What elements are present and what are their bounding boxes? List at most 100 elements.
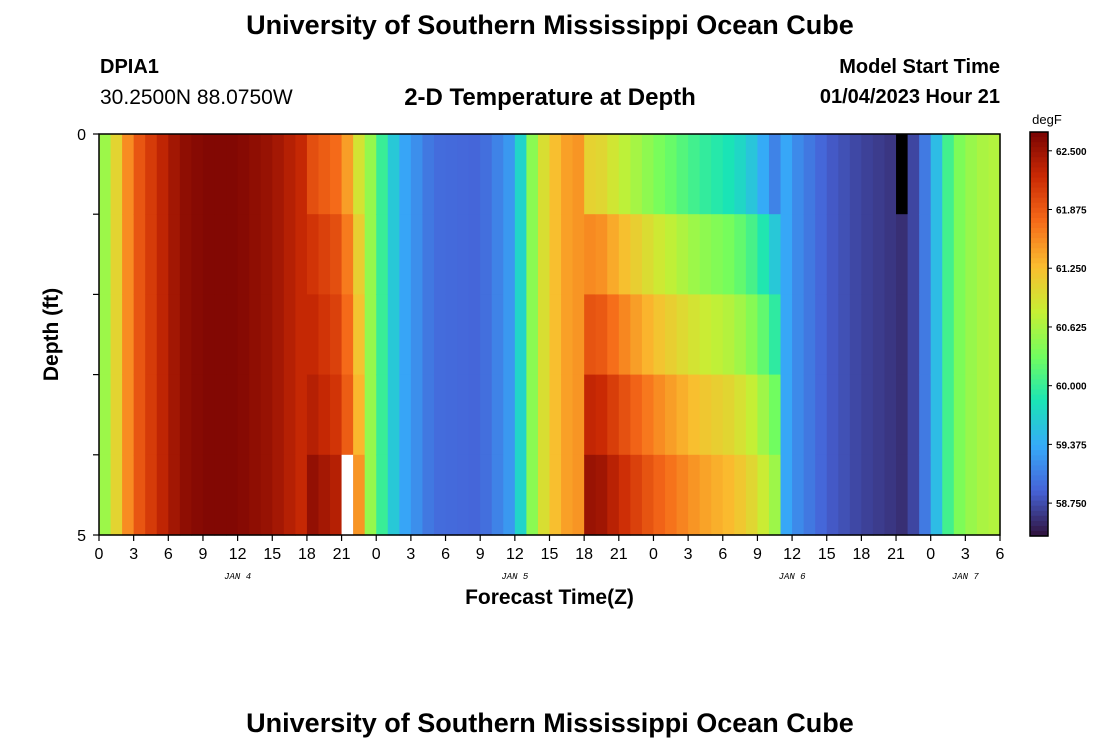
x-tick-label: 12 bbox=[229, 546, 247, 563]
colorbar-segment bbox=[1030, 293, 1048, 300]
heatmap-cell bbox=[641, 134, 655, 215]
heatmap-cell bbox=[953, 294, 966, 376]
colorbar-segment bbox=[1030, 243, 1048, 249]
heatmap-cell bbox=[122, 294, 135, 376]
heatmap-cell bbox=[919, 454, 932, 536]
heatmap-cell bbox=[699, 134, 712, 215]
heatmap-cell bbox=[514, 374, 527, 456]
heatmap-cell bbox=[653, 294, 666, 376]
heatmap-cell bbox=[214, 374, 227, 456]
heatmap-cell bbox=[792, 214, 805, 295]
heatmap-cell bbox=[272, 294, 285, 376]
heatmap-cell bbox=[595, 214, 608, 295]
heatmap-cell bbox=[792, 294, 805, 376]
heatmap-cell bbox=[561, 374, 574, 456]
colorbar-segment bbox=[1030, 298, 1048, 305]
heatmap-cell bbox=[953, 134, 966, 215]
heatmap-cell bbox=[133, 454, 146, 536]
x-tick-label: 6 bbox=[718, 546, 727, 563]
colorbar-segment bbox=[1030, 268, 1048, 274]
heatmap-cell bbox=[653, 454, 666, 536]
heatmap-cell bbox=[503, 294, 516, 376]
heatmap-cell bbox=[376, 374, 389, 456]
heatmap-cell bbox=[768, 294, 782, 376]
colorbar-segment bbox=[1030, 369, 1048, 375]
colorbar-segment bbox=[1030, 359, 1048, 365]
heatmap-cell bbox=[399, 294, 412, 376]
heatmap-cell bbox=[99, 214, 112, 295]
colorbar-segment bbox=[1030, 273, 1048, 280]
heatmap-cell bbox=[226, 214, 239, 295]
colorbar-segment bbox=[1030, 152, 1048, 158]
heatmap-cell bbox=[607, 294, 620, 376]
heatmap-cell bbox=[549, 454, 562, 536]
heatmap-cell bbox=[919, 374, 932, 456]
colorbar-segment bbox=[1030, 520, 1048, 527]
heatmap-cell bbox=[457, 294, 470, 376]
heatmap-cell bbox=[202, 294, 216, 376]
heatmap-cell bbox=[191, 454, 204, 536]
colorbar-segment bbox=[1030, 278, 1048, 285]
heatmap-cell bbox=[838, 454, 851, 536]
heatmap-cell bbox=[168, 374, 181, 456]
heatmap-cell bbox=[133, 294, 146, 376]
heatmap-cell bbox=[237, 374, 250, 456]
colorbar-segment bbox=[1030, 132, 1048, 138]
colorbar-segment bbox=[1030, 192, 1048, 199]
heatmap-cell bbox=[202, 374, 216, 456]
heatmap-cell bbox=[965, 374, 978, 456]
colorbar-segment bbox=[1030, 328, 1048, 335]
heatmap-cell bbox=[272, 214, 285, 295]
heatmap-cell bbox=[537, 294, 551, 376]
colorbar-tick-label: 61.250 bbox=[1056, 264, 1087, 275]
heatmap-cell bbox=[491, 294, 504, 376]
heatmap-cells bbox=[99, 134, 1001, 536]
heatmap-cell bbox=[318, 214, 331, 295]
heatmap-cell bbox=[480, 454, 493, 536]
heatmap-cell bbox=[942, 374, 955, 456]
heatmap-cell bbox=[745, 134, 759, 215]
heatmap-cell bbox=[226, 134, 239, 215]
x-tick-label: 0 bbox=[95, 546, 104, 563]
colorbar-frame bbox=[1029, 131, 1049, 537]
heatmap-cell bbox=[387, 134, 400, 215]
date-label: JAN 4 bbox=[224, 572, 251, 582]
colorbar-segment bbox=[1030, 419, 1048, 426]
heatmap-cell bbox=[618, 454, 631, 536]
colorbar-segment bbox=[1030, 409, 1048, 416]
x-tick-label: 12 bbox=[506, 546, 524, 563]
heatmap-cell bbox=[930, 134, 943, 215]
colorbar-segment bbox=[1030, 374, 1048, 381]
heatmap-cell bbox=[722, 454, 735, 536]
y-tick-label: 5 bbox=[77, 528, 86, 545]
heatmap-cell bbox=[260, 374, 273, 456]
colorbar-segment bbox=[1030, 207, 1048, 214]
heatmap-cell bbox=[815, 454, 828, 536]
heatmap-cell bbox=[122, 214, 135, 295]
colorbar-segment bbox=[1030, 530, 1048, 537]
colorbar-segment bbox=[1030, 389, 1048, 396]
heatmap-cell bbox=[872, 454, 886, 536]
heatmap-cell bbox=[214, 454, 227, 536]
heatmap-cell bbox=[699, 294, 712, 376]
heatmap-cell bbox=[757, 214, 770, 295]
heatmap-cell bbox=[214, 294, 227, 376]
heatmap-cell bbox=[630, 214, 643, 295]
heatmap-cell bbox=[872, 214, 886, 295]
colorbar-segment bbox=[1030, 263, 1048, 269]
heatmap-cell bbox=[861, 294, 874, 376]
heatmap-cell bbox=[549, 294, 562, 376]
heatmap-cell bbox=[942, 134, 955, 215]
colorbar-segment bbox=[1030, 440, 1048, 446]
heatmap-cell bbox=[884, 294, 897, 376]
heatmap-cell bbox=[457, 374, 470, 456]
heatmap-cell bbox=[942, 294, 955, 376]
heatmap-cell bbox=[734, 454, 747, 536]
y-axis-label: Depth (ft) bbox=[40, 288, 63, 381]
heatmap-cell bbox=[607, 214, 620, 295]
heatmap-cell bbox=[491, 374, 504, 456]
heatmap-cell bbox=[503, 134, 516, 215]
colorbar-segment bbox=[1030, 187, 1048, 194]
heatmap-cell bbox=[976, 454, 990, 536]
colorbar-segment bbox=[1030, 313, 1048, 320]
